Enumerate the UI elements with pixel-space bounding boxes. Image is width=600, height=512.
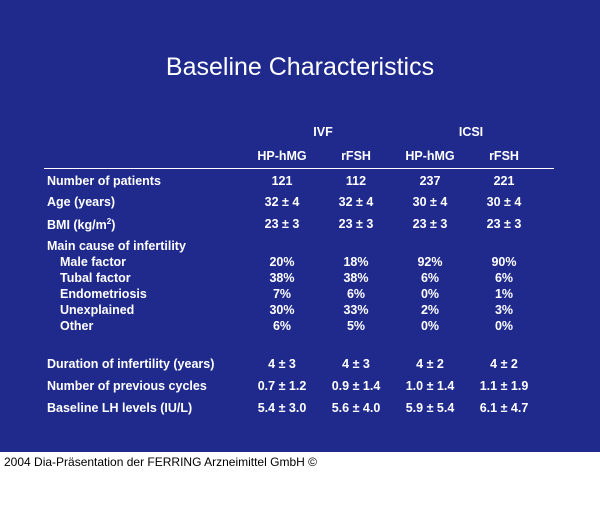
- copyright-footer: 2004 Dia-Präsentation der FERRING Arznei…: [4, 455, 317, 469]
- table-cell: 6%: [420, 271, 440, 285]
- table-cell: 38%: [343, 271, 369, 285]
- row-label: Duration of infertility (years): [47, 357, 215, 371]
- table-cell: 5.6 ± 4.0: [331, 401, 381, 415]
- row-label: Number of previous cycles: [47, 379, 207, 393]
- group-header-ivf: IVF: [313, 125, 333, 139]
- row-label: Baseline LH levels (IU/L): [47, 401, 193, 415]
- table-cell: 6.1 ± 4.7: [479, 401, 529, 415]
- table-cell: 30%: [269, 303, 295, 317]
- table-cell: 2%: [420, 303, 440, 317]
- table-cell: 1.1 ± 1.9: [479, 379, 529, 393]
- column-header: HP-hMG: [405, 149, 455, 163]
- row-label: Other: [60, 319, 94, 333]
- table-cell: 1%: [494, 287, 514, 301]
- table-cell: 0%: [420, 287, 440, 301]
- table-cell: 30 ± 4: [412, 195, 448, 209]
- row-label: Main cause of infertility: [47, 239, 186, 253]
- table-cell: 33%: [343, 303, 369, 317]
- table-cell: 7%: [272, 287, 292, 301]
- table-cell: 20%: [269, 255, 295, 269]
- header-divider: [44, 168, 554, 169]
- row-label: Endometriosis: [60, 287, 147, 301]
- table-cell: 121: [271, 174, 293, 188]
- row-label: BMI (kg/m2): [47, 217, 115, 232]
- table-cell: 221: [493, 174, 515, 188]
- row-label: Tubal factor: [60, 271, 131, 285]
- row-label: Number of patients: [47, 174, 161, 188]
- table-cell: 23 ± 3: [412, 217, 448, 231]
- row-label: Male factor: [60, 255, 126, 269]
- slide-title: Baseline Characteristics: [165, 53, 435, 81]
- table-cell: 5.9 ± 5.4: [405, 401, 455, 415]
- table-cell: 0.9 ± 1.4: [331, 379, 381, 393]
- table-cell: 92%: [417, 255, 443, 269]
- table-cell: 38%: [269, 271, 295, 285]
- table-cell: 4 ± 3: [342, 357, 370, 371]
- table-cell: 6%: [494, 271, 514, 285]
- table-cell: 5.4 ± 3.0: [257, 401, 307, 415]
- row-label-superscript: 2: [106, 217, 112, 226]
- row-label: Age (years): [47, 195, 116, 209]
- table-cell: 5%: [346, 319, 366, 333]
- table-cell: 0%: [420, 319, 440, 333]
- table-cell: 4 ± 2: [490, 357, 518, 371]
- table-cell: 30 ± 4: [486, 195, 522, 209]
- table-cell: 4 ± 3: [268, 357, 296, 371]
- table-cell: 23 ± 3: [486, 217, 522, 231]
- table-cell: 112: [345, 174, 367, 188]
- table-cell: 23 ± 3: [264, 217, 300, 231]
- table-cell: 32 ± 4: [338, 195, 374, 209]
- table-cell: 18%: [343, 255, 369, 269]
- row-label-text: BMI (kg/m: [47, 218, 107, 233]
- table-cell: 237: [419, 174, 441, 188]
- column-header: HP-hMG: [257, 149, 307, 163]
- column-header: rFSH: [489, 149, 519, 163]
- group-header-icsi: ICSI: [458, 125, 484, 139]
- table-cell: 0%: [494, 319, 514, 333]
- table-cell: 1.0 ± 1.4: [405, 379, 455, 393]
- slide: Baseline Characteristics IVF ICSI HP-hMG…: [0, 0, 600, 452]
- table-cell: 6%: [346, 287, 366, 301]
- table-cell: 6%: [272, 319, 292, 333]
- table-cell: 3%: [494, 303, 514, 317]
- table-cell: 32 ± 4: [264, 195, 300, 209]
- row-label: Unexplained: [60, 303, 135, 317]
- table-cell: 4 ± 2: [416, 357, 444, 371]
- table-cell: 0.7 ± 1.2: [257, 379, 307, 393]
- table-cell: 90%: [491, 255, 517, 269]
- row-label-text-end: ): [111, 218, 116, 233]
- table-cell: 23 ± 3: [338, 217, 374, 231]
- column-header: rFSH: [341, 149, 371, 163]
